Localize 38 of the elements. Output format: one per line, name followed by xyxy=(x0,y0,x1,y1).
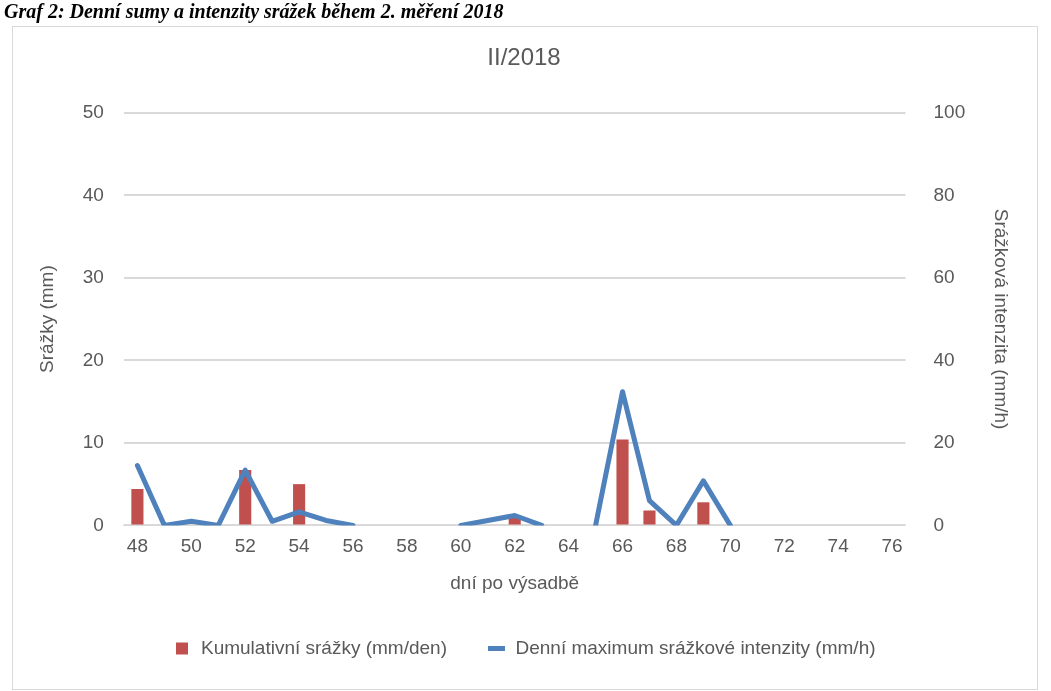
y2-tick-label: 60 xyxy=(933,266,955,288)
x-tick-label: 74 xyxy=(827,535,850,557)
y-tick-label: 50 xyxy=(82,101,104,123)
x-tick-label: 48 xyxy=(126,535,148,557)
x-tick-label: 72 xyxy=(773,535,795,557)
y2-tick-label: 100 xyxy=(933,101,966,123)
x-tick-label: 52 xyxy=(234,535,256,557)
y-tick-label: 10 xyxy=(82,431,104,453)
bar xyxy=(643,510,656,525)
y2-tick-label: 80 xyxy=(933,183,955,205)
chart-title: II/2018 xyxy=(487,43,561,71)
y2-tick-label: 40 xyxy=(933,348,955,370)
y2-tick-label: 20 xyxy=(933,431,955,453)
x-tick-label: 58 xyxy=(396,535,418,557)
y-tick-label: 20 xyxy=(82,348,104,370)
y-tick-label: 0 xyxy=(93,513,104,535)
legend-label: Denní maximum srážkové intenzity (mm/h) xyxy=(515,636,876,658)
y-tick-label: 40 xyxy=(82,183,104,205)
x-tick-label: 68 xyxy=(665,535,687,557)
x-tick-label: 60 xyxy=(450,535,472,557)
x-tick-label: 56 xyxy=(342,535,364,557)
x-tick-label: 66 xyxy=(611,535,634,557)
x-tick-label: 50 xyxy=(180,535,202,557)
x-tick-label: 54 xyxy=(288,535,311,557)
bar xyxy=(697,502,710,525)
y-axis-title: Srážky (mm) xyxy=(35,265,57,373)
y-tick-label: 30 xyxy=(82,266,104,288)
bar xyxy=(131,489,144,525)
x-tick-label: 62 xyxy=(504,535,526,557)
legend-label: Kumulativní srážky (mm/den) xyxy=(200,636,447,658)
x-tick-label: 70 xyxy=(719,535,741,557)
y2-tick-label: 0 xyxy=(933,513,945,535)
bar xyxy=(616,439,629,525)
text: Graf 2: Denní sumy a intenzity srážek během 2. měření 2018 xyxy=(4,0,504,23)
y2-axis-title: Srážková intenzita (mm/h) xyxy=(991,208,1013,430)
x-tick-label: 64 xyxy=(558,535,580,557)
x-tick-label: 76 xyxy=(881,535,903,557)
x-axis-title: dní po výsadbě xyxy=(450,571,580,593)
